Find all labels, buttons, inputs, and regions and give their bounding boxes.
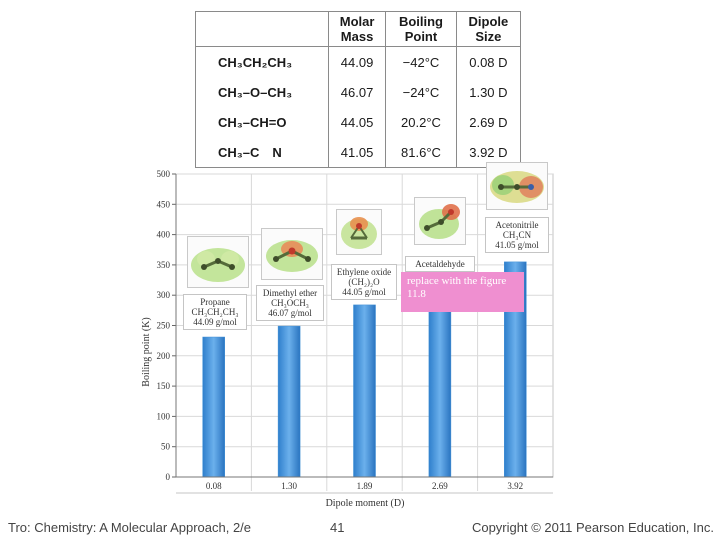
acetonitrile-label: Acetonitrile CH₃CN 41.05 g/mol	[485, 217, 549, 253]
table-row: CH₃–C N 41.05 81.6°C 3.92 D	[196, 137, 520, 167]
header-dipole-label: Dipole Size	[468, 14, 509, 44]
bar-1-89	[353, 304, 376, 478]
y-tick-label: 150	[157, 381, 171, 391]
acetaldehyde-model-image	[414, 197, 466, 245]
table-cell-dipole: 2.69 D	[455, 107, 520, 138]
ethylene-oxide-molecule-icon	[341, 217, 377, 249]
y-tick-label: 300	[157, 290, 171, 300]
properties-table: Molar Mass Boiling Point Dipole Size CH₃…	[196, 12, 520, 167]
replace-figure-note: replace with the figure 11.8	[401, 272, 524, 312]
ethylene-oxide-mass: 44.05 g/mol	[342, 287, 386, 297]
propane-name: Propane	[200, 297, 230, 307]
acetonitrile-model-image	[486, 162, 548, 210]
table-cell-formula: CH₃CH₂CH₃	[218, 54, 293, 70]
table-cell-mass: 44.09	[327, 46, 386, 78]
dimethyl-ether-molecule-icon	[266, 240, 318, 272]
table-row: CH₃–O–CH₃ 46.07 −24°C 1.30 D	[196, 77, 520, 108]
footer-copyright: Copyright © 2011 Pearson Education, Inc.	[471, 520, 714, 535]
table-header-mass: Molar Mass	[327, 12, 386, 47]
acetonitrile-mass: 41.05 g/mol	[495, 240, 539, 250]
ethylene-oxide-name: Ethylene oxide	[336, 267, 392, 277]
y-tick-label: 200	[157, 351, 171, 361]
propane-model-image	[187, 236, 249, 288]
x-tick-label: 1.30	[281, 481, 297, 491]
propane-mass: 44.09 g/mol	[193, 317, 237, 327]
y-tick-label: 350	[157, 260, 171, 270]
table-row: CH₃–CH=O 44.05 20.2°C 2.69 D	[196, 107, 520, 138]
bar-2-69	[428, 298, 452, 478]
acetonitrile-name: Acetonitrile	[495, 220, 539, 230]
acetaldehyde-molecule-icon	[419, 204, 460, 239]
slide-number: 41	[330, 520, 345, 535]
dimethyl-ether-formula: CH₃OCH₃	[271, 298, 309, 308]
acetaldehyde-label: Acetaldehyde	[405, 256, 475, 272]
table-cell-dipole: 1.30 D	[455, 77, 520, 108]
table-cell-dipole: 0.08 D	[455, 46, 520, 78]
table-cell-bp: −42°C	[385, 46, 457, 78]
footer-left-text: Tro: Chemistry: A Molecular Approach, 2/…	[8, 520, 252, 535]
x-axis-title: Dipole moment (D)	[326, 498, 405, 509]
bar-0-08	[202, 336, 225, 478]
table-cell-mass: 44.05	[327, 107, 386, 138]
acetonitrile-formula: CH₃CN	[502, 230, 532, 240]
ethylene-oxide-formula: (CH₂)₂O	[348, 277, 380, 287]
dimethyl-ether-mass: 46.07 g/mol	[268, 308, 312, 318]
ethylene-oxide-model-image	[336, 209, 382, 255]
y-tick-label: 100	[157, 411, 171, 421]
dimethyl-ether-model-image	[261, 228, 323, 280]
x-tick-label: 0.08	[206, 481, 222, 491]
table-header-row: Molar Mass Boiling Point Dipole Size	[196, 12, 520, 47]
table-row: CH₃CH₂CH₃ 44.09 −42°C 0.08 D	[196, 46, 520, 78]
bar-layer	[202, 261, 527, 478]
header-mass-label: Molar Mass	[339, 14, 375, 44]
table-cell-formula: CH₃–C N	[218, 144, 282, 160]
table-cell-formula: CH₃–CH=O	[218, 114, 287, 130]
acetaldehyde-name: Acetaldehyde	[415, 259, 465, 269]
table-cell-formula: CH₃–O–CH₃	[218, 84, 293, 100]
y-tick-label: 500	[157, 169, 171, 179]
x-tick-label: 2.69	[432, 481, 448, 491]
table-header-dipole: Dipole Size	[455, 12, 520, 47]
y-axis-title: Boiling point (K)	[141, 317, 152, 386]
acetonitrile-molecule-icon	[490, 171, 544, 203]
table-cell-bp: 81.6°C	[385, 137, 457, 167]
header-bp-label: Boiling Point	[398, 14, 443, 44]
y-tick-label: 400	[157, 230, 171, 240]
bar-1-30	[277, 325, 301, 478]
y-tick-label: 450	[157, 199, 171, 209]
y-tick-label: 250	[157, 321, 171, 331]
table-cell-mass: 41.05	[327, 137, 386, 167]
propane-molecule-icon	[191, 248, 245, 282]
ethylene-oxide-label: Ethylene oxide (CH₂)₂O 44.05 g/mol	[331, 264, 397, 300]
y-tick-label: 0	[166, 472, 171, 482]
propane-formula: CH₃CH₂CH₃	[191, 307, 239, 317]
dimethyl-ether-label: Dimethyl ether CH₃OCH₃ 46.07 g/mol	[256, 285, 324, 321]
properties-table-container: Molar Mass Boiling Point Dipole Size CH₃…	[195, 11, 521, 168]
propane-label: Propane CH₃CH₂CH₃ 44.09 g/mol	[183, 294, 247, 330]
dimethyl-ether-name: Dimethyl ether	[262, 288, 318, 298]
table-header-formula	[196, 12, 329, 47]
x-tick-label: 3.92	[507, 481, 523, 491]
table-cell-bp: −24°C	[385, 77, 457, 108]
table-header-bp: Boiling Point	[385, 12, 457, 47]
x-tick-label: 1.89	[357, 481, 373, 491]
table-cell-mass: 46.07	[327, 77, 386, 108]
table-cell-bp: 20.2°C	[385, 107, 457, 138]
axis-layer: 0 50 100 150 200 250 300 350 400 450 500 0.08 1.30 1.…	[157, 169, 553, 494]
y-tick-label: 50	[161, 442, 171, 452]
